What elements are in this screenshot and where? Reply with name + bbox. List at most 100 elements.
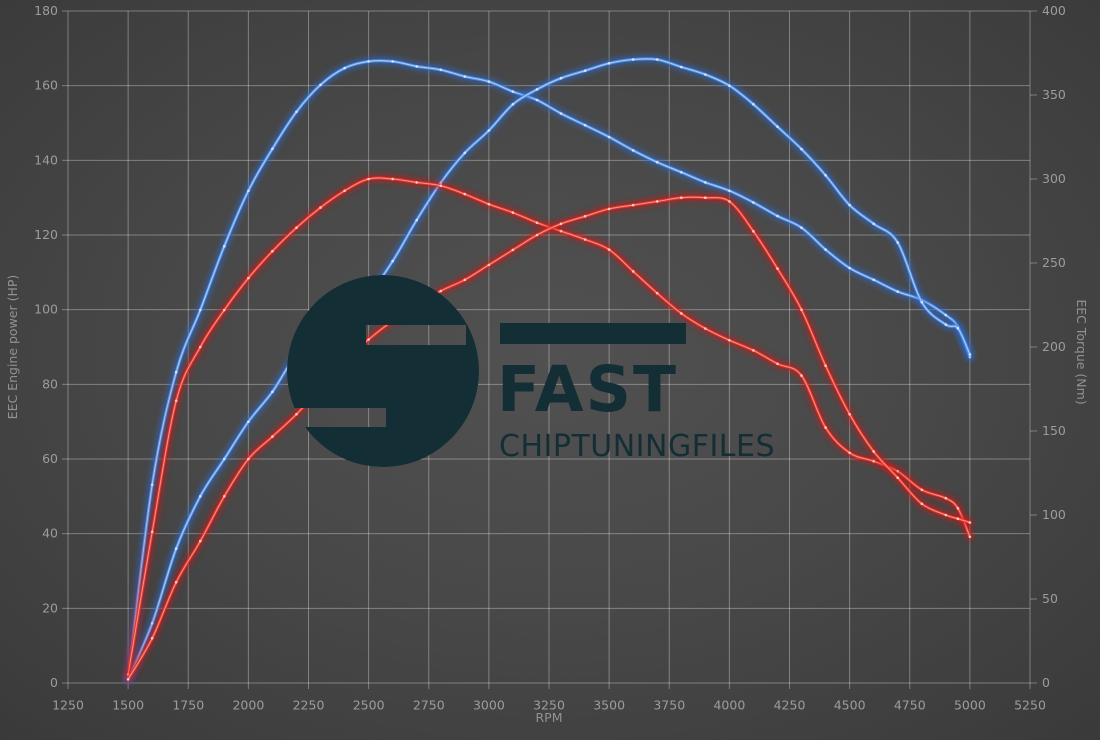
data-point-marker <box>824 248 827 251</box>
data-point-marker <box>824 364 827 368</box>
y-right-tick-label: 350 <box>1042 87 1066 102</box>
data-point-marker <box>487 80 491 83</box>
data-point-marker <box>728 84 731 87</box>
data-point-marker <box>800 374 803 377</box>
data-point-marker <box>559 112 563 115</box>
data-point-marker <box>559 222 563 226</box>
data-point-marker <box>704 181 707 184</box>
data-point-marker <box>150 483 154 487</box>
x-tick-label: 5000 <box>954 698 986 713</box>
data-point-marker <box>247 189 250 193</box>
data-point-marker <box>247 457 250 461</box>
data-point-marker <box>295 226 298 229</box>
data-point-marker <box>704 196 707 199</box>
data-point-marker <box>824 426 827 429</box>
watermark-brand: FAST <box>497 353 678 426</box>
data-point-marker <box>631 270 635 273</box>
data-point-marker <box>271 249 274 253</box>
x-tick-label: 3500 <box>593 698 625 713</box>
data-point-marker <box>199 308 202 312</box>
y-right-axis-title: EEC Torque (Nm) <box>1074 299 1089 404</box>
watermark-logo: FAST CHIPTUNINGFILES <box>287 275 775 467</box>
data-point-marker <box>956 327 960 330</box>
data-point-marker <box>776 362 779 366</box>
data-point-marker <box>824 174 827 177</box>
watermark-subtitle: CHIPTUNINGFILES <box>499 429 775 464</box>
data-point-marker <box>174 547 178 550</box>
data-point-marker <box>319 206 322 209</box>
data-point-marker <box>223 244 226 248</box>
y-right-tick-label: 250 <box>1042 255 1066 270</box>
data-point-marker <box>439 289 443 293</box>
data-point-marker <box>295 110 298 114</box>
data-point-marker <box>463 75 467 78</box>
x-tick-label: 3000 <box>473 698 505 713</box>
data-point-marker <box>655 291 659 295</box>
data-point-marker <box>956 507 960 510</box>
data-point-marker <box>896 241 899 244</box>
data-point-marker <box>343 66 346 70</box>
data-point-marker <box>415 181 419 184</box>
data-point-marker <box>535 233 539 237</box>
y-left-tick-label: 80 <box>42 376 58 391</box>
y-left-tick-label: 60 <box>42 451 58 466</box>
data-point-marker <box>655 160 659 164</box>
data-point-marker <box>463 192 467 196</box>
data-point-marker <box>728 200 731 203</box>
x-tick-label: 1500 <box>112 698 144 713</box>
data-point-marker <box>511 103 515 106</box>
data-point-marker <box>655 58 659 61</box>
logo-s-circle-icon <box>287 275 479 467</box>
data-point-marker <box>680 171 683 174</box>
data-point-marker <box>583 215 587 218</box>
data-point-marker <box>944 323 948 326</box>
data-point-marker <box>511 248 515 252</box>
x-tick-label: 4750 <box>894 698 926 713</box>
data-point-marker <box>704 327 707 330</box>
data-point-marker <box>223 457 226 461</box>
data-point-marker <box>487 202 491 206</box>
x-tick-label: 2000 <box>232 698 264 713</box>
data-point-marker <box>559 76 563 80</box>
y-left-tick-label: 180 <box>34 3 58 18</box>
y-left-tick-label: 0 <box>50 675 58 690</box>
data-point-marker <box>956 517 960 520</box>
x-tick-label: 2250 <box>293 698 325 713</box>
data-point-marker <box>559 229 563 233</box>
data-point-marker <box>150 530 154 534</box>
data-point-marker <box>728 339 731 342</box>
data-point-marker <box>607 207 611 211</box>
data-point-marker <box>607 135 611 139</box>
data-point-marker <box>800 226 803 229</box>
data-point-marker <box>463 278 467 282</box>
x-tick-label: 1250 <box>52 698 84 713</box>
data-point-marker <box>872 222 875 226</box>
x-tick-label: 5250 <box>1014 698 1046 713</box>
data-point-marker <box>174 370 178 374</box>
gridlines <box>62 10 1037 689</box>
data-point-marker <box>800 147 803 151</box>
data-point-marker <box>535 98 539 102</box>
y-right-tick-label: 150 <box>1042 423 1066 438</box>
x-tick-label: 2500 <box>353 698 385 713</box>
data-point-marker <box>247 276 250 280</box>
data-point-marker <box>896 290 899 293</box>
series-torque-tuned-blue <box>124 56 974 684</box>
data-point-marker <box>752 230 755 233</box>
series-power-stock-red <box>124 193 974 684</box>
y-right-tick-label: 0 <box>1042 675 1050 690</box>
data-point-marker <box>680 65 683 69</box>
data-point-marker <box>223 495 226 498</box>
data-point-marker <box>968 535 972 539</box>
data-point-marker <box>631 58 635 61</box>
data-point-marker <box>872 459 875 463</box>
data-point-marker <box>680 196 683 199</box>
data-point-marker <box>199 495 202 498</box>
data-point-marker <box>896 476 899 480</box>
data-point-marker <box>174 399 178 403</box>
y-left-tick-label: 160 <box>34 78 58 93</box>
data-point-marker <box>199 345 202 349</box>
x-tick-label: 3750 <box>653 698 685 713</box>
